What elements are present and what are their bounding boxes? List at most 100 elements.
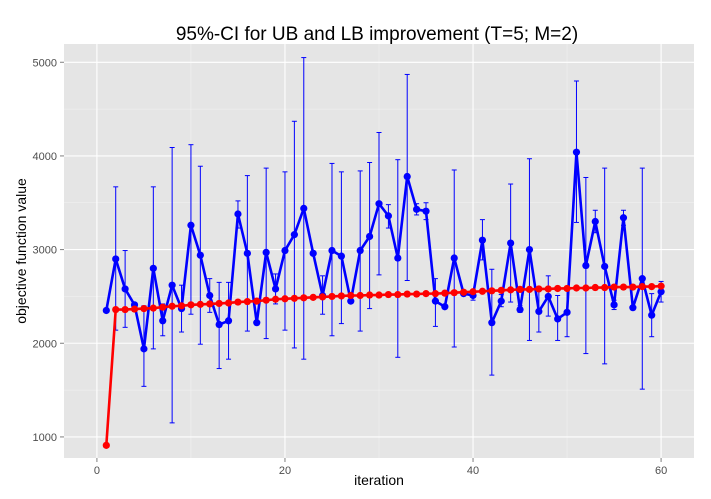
- lb-data-point: [610, 283, 618, 291]
- x-tick-label: 60: [655, 465, 667, 477]
- x-tick-label: 20: [279, 465, 291, 477]
- lb-data-point: [112, 305, 120, 314]
- ub-data-point: [554, 315, 562, 323]
- ub-data-point: [262, 248, 270, 257]
- ub-data-point: [375, 200, 383, 208]
- lb-data-point: [403, 290, 411, 298]
- ub-data-point: [610, 301, 618, 309]
- ub-data-point: [629, 304, 637, 312]
- lb-data-point: [413, 290, 421, 298]
- lb-data-point: [206, 300, 214, 308]
- lb-data-point: [563, 284, 571, 293]
- lb-data-point: [488, 287, 496, 295]
- ub-data-point: [591, 217, 599, 226]
- lb-data-point: [450, 289, 458, 297]
- lb-data-point: [318, 293, 327, 301]
- lb-data-point: [215, 299, 223, 308]
- x-tick-label: 0: [94, 465, 100, 477]
- lb-data-point: [554, 284, 562, 293]
- ub-data-point: [431, 297, 440, 305]
- lb-data-point: [365, 291, 374, 299]
- lb-data-point: [431, 290, 440, 298]
- ub-data-point: [206, 291, 214, 300]
- ub-data-point: [243, 249, 251, 257]
- ub-data-point: [159, 317, 167, 325]
- lb-data-point: [281, 295, 289, 303]
- y-tick-label: 4000: [33, 151, 57, 163]
- y-axis-title: objective function value: [13, 178, 29, 324]
- ub-data-point: [525, 245, 534, 254]
- ub-data-point: [441, 303, 449, 311]
- lb-data-point: [582, 284, 590, 292]
- ub-data-point: [290, 231, 298, 239]
- lb-data-point: [196, 300, 204, 308]
- lb-data-point: [102, 441, 110, 449]
- ub-data-point: [281, 246, 289, 255]
- ub-data-point: [638, 275, 646, 283]
- ub-data-point: [563, 308, 571, 316]
- ub-data-point: [300, 204, 308, 212]
- series-points: [102, 148, 665, 449]
- lb-data-point: [591, 283, 599, 292]
- lb-data-point: [187, 301, 195, 309]
- lb-data-point: [544, 285, 552, 293]
- ub-data-point: [309, 249, 317, 257]
- ub-data-point: [234, 210, 242, 218]
- y-tick-label: 2000: [33, 338, 57, 350]
- y-tick-label: 3000: [33, 245, 57, 257]
- ub-data-point: [516, 305, 524, 314]
- ub-data-point: [215, 320, 223, 329]
- lb-data-point: [271, 295, 280, 303]
- ub-data-point: [582, 261, 590, 270]
- ub-data-point: [422, 207, 430, 215]
- ub-data-point: [619, 214, 628, 222]
- ub-data-point: [450, 254, 458, 262]
- lb-data-point: [328, 292, 336, 301]
- lb-data-point: [347, 291, 355, 300]
- lb-data-point: [657, 282, 665, 290]
- lb-data-point: [375, 291, 383, 299]
- ub-data-point: [544, 292, 552, 301]
- lb-data-point: [648, 282, 656, 291]
- lb-data-point: [224, 299, 233, 307]
- ub-data-point: [149, 264, 157, 272]
- lb-data-point: [535, 285, 543, 293]
- ub-data-point: [365, 232, 374, 241]
- ub-data-point: [601, 262, 609, 271]
- ub-data-point: [271, 285, 280, 293]
- ub-data-point: [394, 254, 402, 262]
- lb-data-point: [497, 286, 505, 294]
- lb-data-point: [159, 303, 167, 311]
- ub-data-point: [478, 236, 487, 244]
- y-tick-label: 1000: [33, 432, 57, 444]
- ub-data-point: [187, 221, 195, 229]
- lb-data-point: [149, 304, 157, 312]
- lb-data-point: [121, 305, 129, 314]
- ub-data-point: [328, 246, 336, 255]
- lb-data-point: [478, 287, 487, 295]
- ub-data-point: [337, 252, 345, 260]
- lb-data-point: [441, 289, 449, 297]
- lb-data-point: [262, 296, 270, 304]
- y-tick-label: 5000: [33, 57, 57, 69]
- ub-data-point: [657, 288, 665, 296]
- ub-data-point: [413, 205, 421, 213]
- lb-data-point: [384, 290, 393, 299]
- lb-data-point: [572, 284, 581, 292]
- x-axis-title: iteration: [354, 472, 404, 488]
- lb-data-point: [629, 283, 637, 291]
- lb-data-point: [290, 294, 298, 302]
- lb-data-point: [638, 282, 646, 291]
- lb-data-point: [619, 283, 628, 291]
- ub-data-point: [572, 148, 581, 156]
- ub-data-point: [535, 307, 543, 316]
- ub-data-point: [497, 297, 505, 305]
- lb-data-point: [337, 292, 345, 300]
- lb-data-point: [601, 283, 609, 292]
- ub-data-point: [507, 239, 515, 247]
- ub-data-point: [121, 285, 129, 293]
- chart-title: 95%-CI for UB and LB improvement (T=5; M…: [176, 24, 578, 45]
- ub-data-point: [347, 297, 355, 305]
- ub-data-point: [253, 319, 261, 327]
- lb-data-point: [168, 302, 176, 310]
